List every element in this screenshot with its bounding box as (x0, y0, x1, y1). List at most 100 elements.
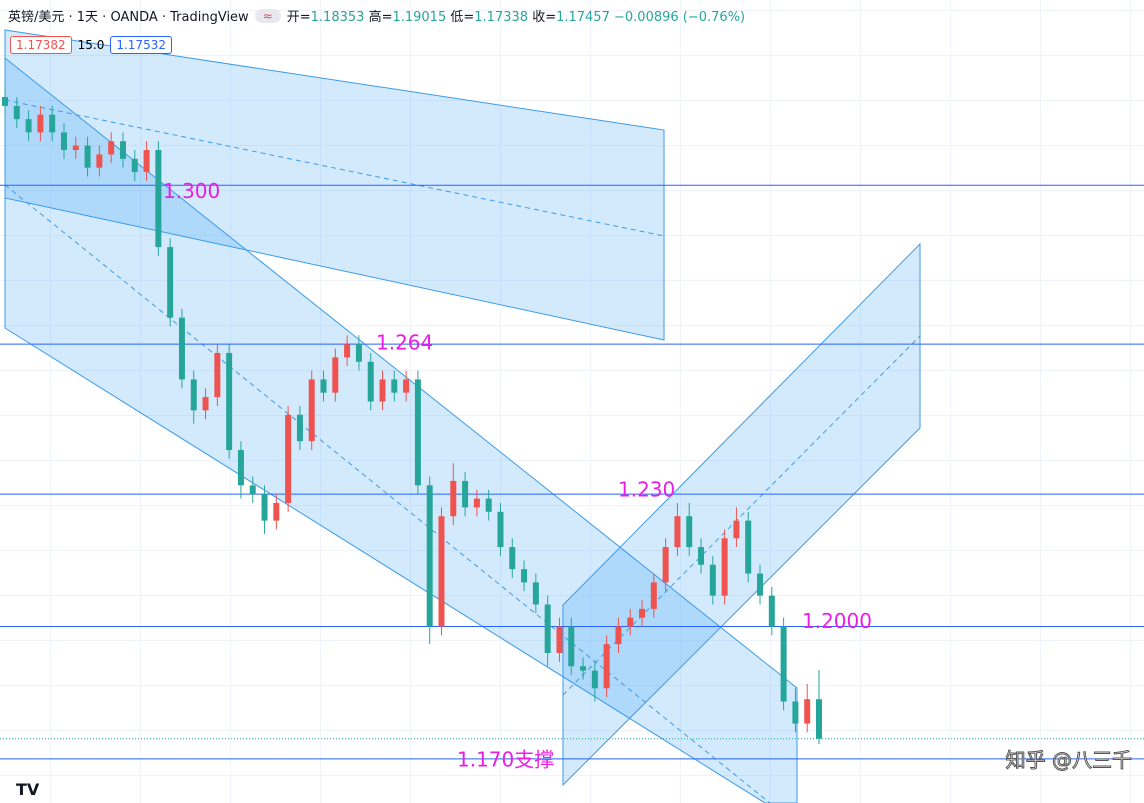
level-label: 1.230 (618, 478, 675, 502)
channel-mid (4, 99, 665, 237)
spread: 15.0 (77, 38, 105, 52)
symbol-title: 英镑/美元 · 1天 · OANDA · TradingView (8, 10, 249, 25)
bid[interactable]: 1.17382 (10, 36, 72, 54)
candle-body (780, 626, 787, 702)
candle-body (698, 547, 705, 565)
candle-body (261, 494, 268, 521)
candle-body (84, 145, 91, 168)
high-value: 1.19015 (392, 10, 447, 25)
logo: TV (16, 780, 40, 799)
candle-body (639, 608, 646, 618)
close-value: 1.17457 (556, 10, 610, 25)
ask[interactable]: 1.17532 (110, 36, 172, 54)
candle-body (615, 626, 622, 645)
ohlc: 开=1.18353 高=1.19015 低=1.17338 收=1.17457 … (287, 6, 745, 25)
candle-body (403, 379, 410, 393)
candle-body (568, 626, 575, 667)
candle-body (414, 379, 421, 486)
candle-body (544, 604, 551, 653)
candle-body (580, 666, 587, 671)
candle-body (108, 141, 115, 155)
candle-body (768, 595, 775, 627)
candle-body (379, 379, 386, 402)
candle-body (237, 450, 244, 486)
candle-body (556, 626, 563, 653)
candle-body (155, 150, 162, 248)
candle-body (450, 480, 457, 517)
candle-body (355, 344, 362, 362)
candle-body (143, 150, 150, 173)
candle-body (603, 644, 610, 689)
candle-body (757, 573, 764, 596)
candle-body (721, 538, 728, 596)
candle-body (391, 379, 398, 393)
low-label: 低= (450, 10, 475, 25)
candle-body (792, 701, 799, 724)
candle-body (37, 114, 44, 133)
change: −0.00896 (−0.76%) (614, 10, 746, 25)
candle-body (190, 379, 197, 411)
level-label: 1.264 (376, 331, 433, 355)
candle-body (332, 357, 339, 393)
candle-body (709, 564, 716, 596)
channel-down (4, 56, 798, 803)
candle-body (13, 105, 20, 120)
candle-body (816, 699, 822, 739)
candle-body (344, 344, 351, 358)
candle-body (367, 361, 374, 402)
candle-body (521, 569, 528, 583)
level-label: 1.2000 (802, 609, 872, 633)
candle-body (119, 141, 126, 159)
high-label: 高= (368, 10, 393, 25)
candle-body (178, 317, 185, 380)
candle-body (509, 547, 516, 570)
badge[interactable]: ≈ (254, 8, 281, 23)
candle-body (497, 511, 504, 548)
level-label: 1.170支撑 (457, 747, 554, 771)
level-label: 1.300 (163, 179, 220, 203)
close-label: 收= (532, 10, 557, 25)
candle-body (473, 498, 480, 508)
header: 英镑/美元 · 1天 · OANDA · TradingView ≈ 开=1.1… (8, 6, 745, 25)
candle-body (296, 414, 303, 442)
watermark: 知乎 @八三千 (1005, 748, 1132, 773)
candle-body (226, 352, 233, 451)
candle-body (745, 520, 752, 574)
candle-body (627, 617, 634, 627)
channel-mid (4, 184, 771, 803)
candle-body (686, 516, 693, 548)
open-value: 1.18353 (310, 10, 365, 25)
candle-body (438, 516, 445, 627)
candle-body (249, 485, 256, 495)
candle-body (662, 547, 669, 583)
candle-body (532, 582, 539, 605)
candle-body (733, 520, 740, 539)
channel-up (562, 242, 921, 787)
channel-mid (562, 335, 921, 696)
candle-body (591, 670, 598, 689)
candle-body (426, 485, 433, 627)
candle-body (202, 397, 209, 411)
candle-body (273, 502, 280, 521)
candle-body (485, 498, 492, 512)
quote-row: 1.17382 15.0 1.17532 (10, 36, 172, 54)
candle-body (462, 480, 469, 508)
candle-body (650, 582, 657, 609)
candle-body (49, 114, 56, 133)
open-label: 开= (286, 10, 311, 25)
candle-body (308, 379, 315, 442)
candle-body (214, 352, 221, 398)
candle-body (60, 132, 67, 151)
candle-body (674, 516, 681, 548)
candle-body (25, 119, 32, 133)
low-value: 1.17338 (474, 10, 529, 25)
candle-body (167, 247, 174, 318)
candle-body (131, 158, 138, 173)
candle-body (320, 379, 327, 393)
candle-body (72, 145, 79, 151)
candle-body (804, 699, 811, 724)
candle-body (96, 154, 103, 168)
candle-body (2, 97, 8, 106)
